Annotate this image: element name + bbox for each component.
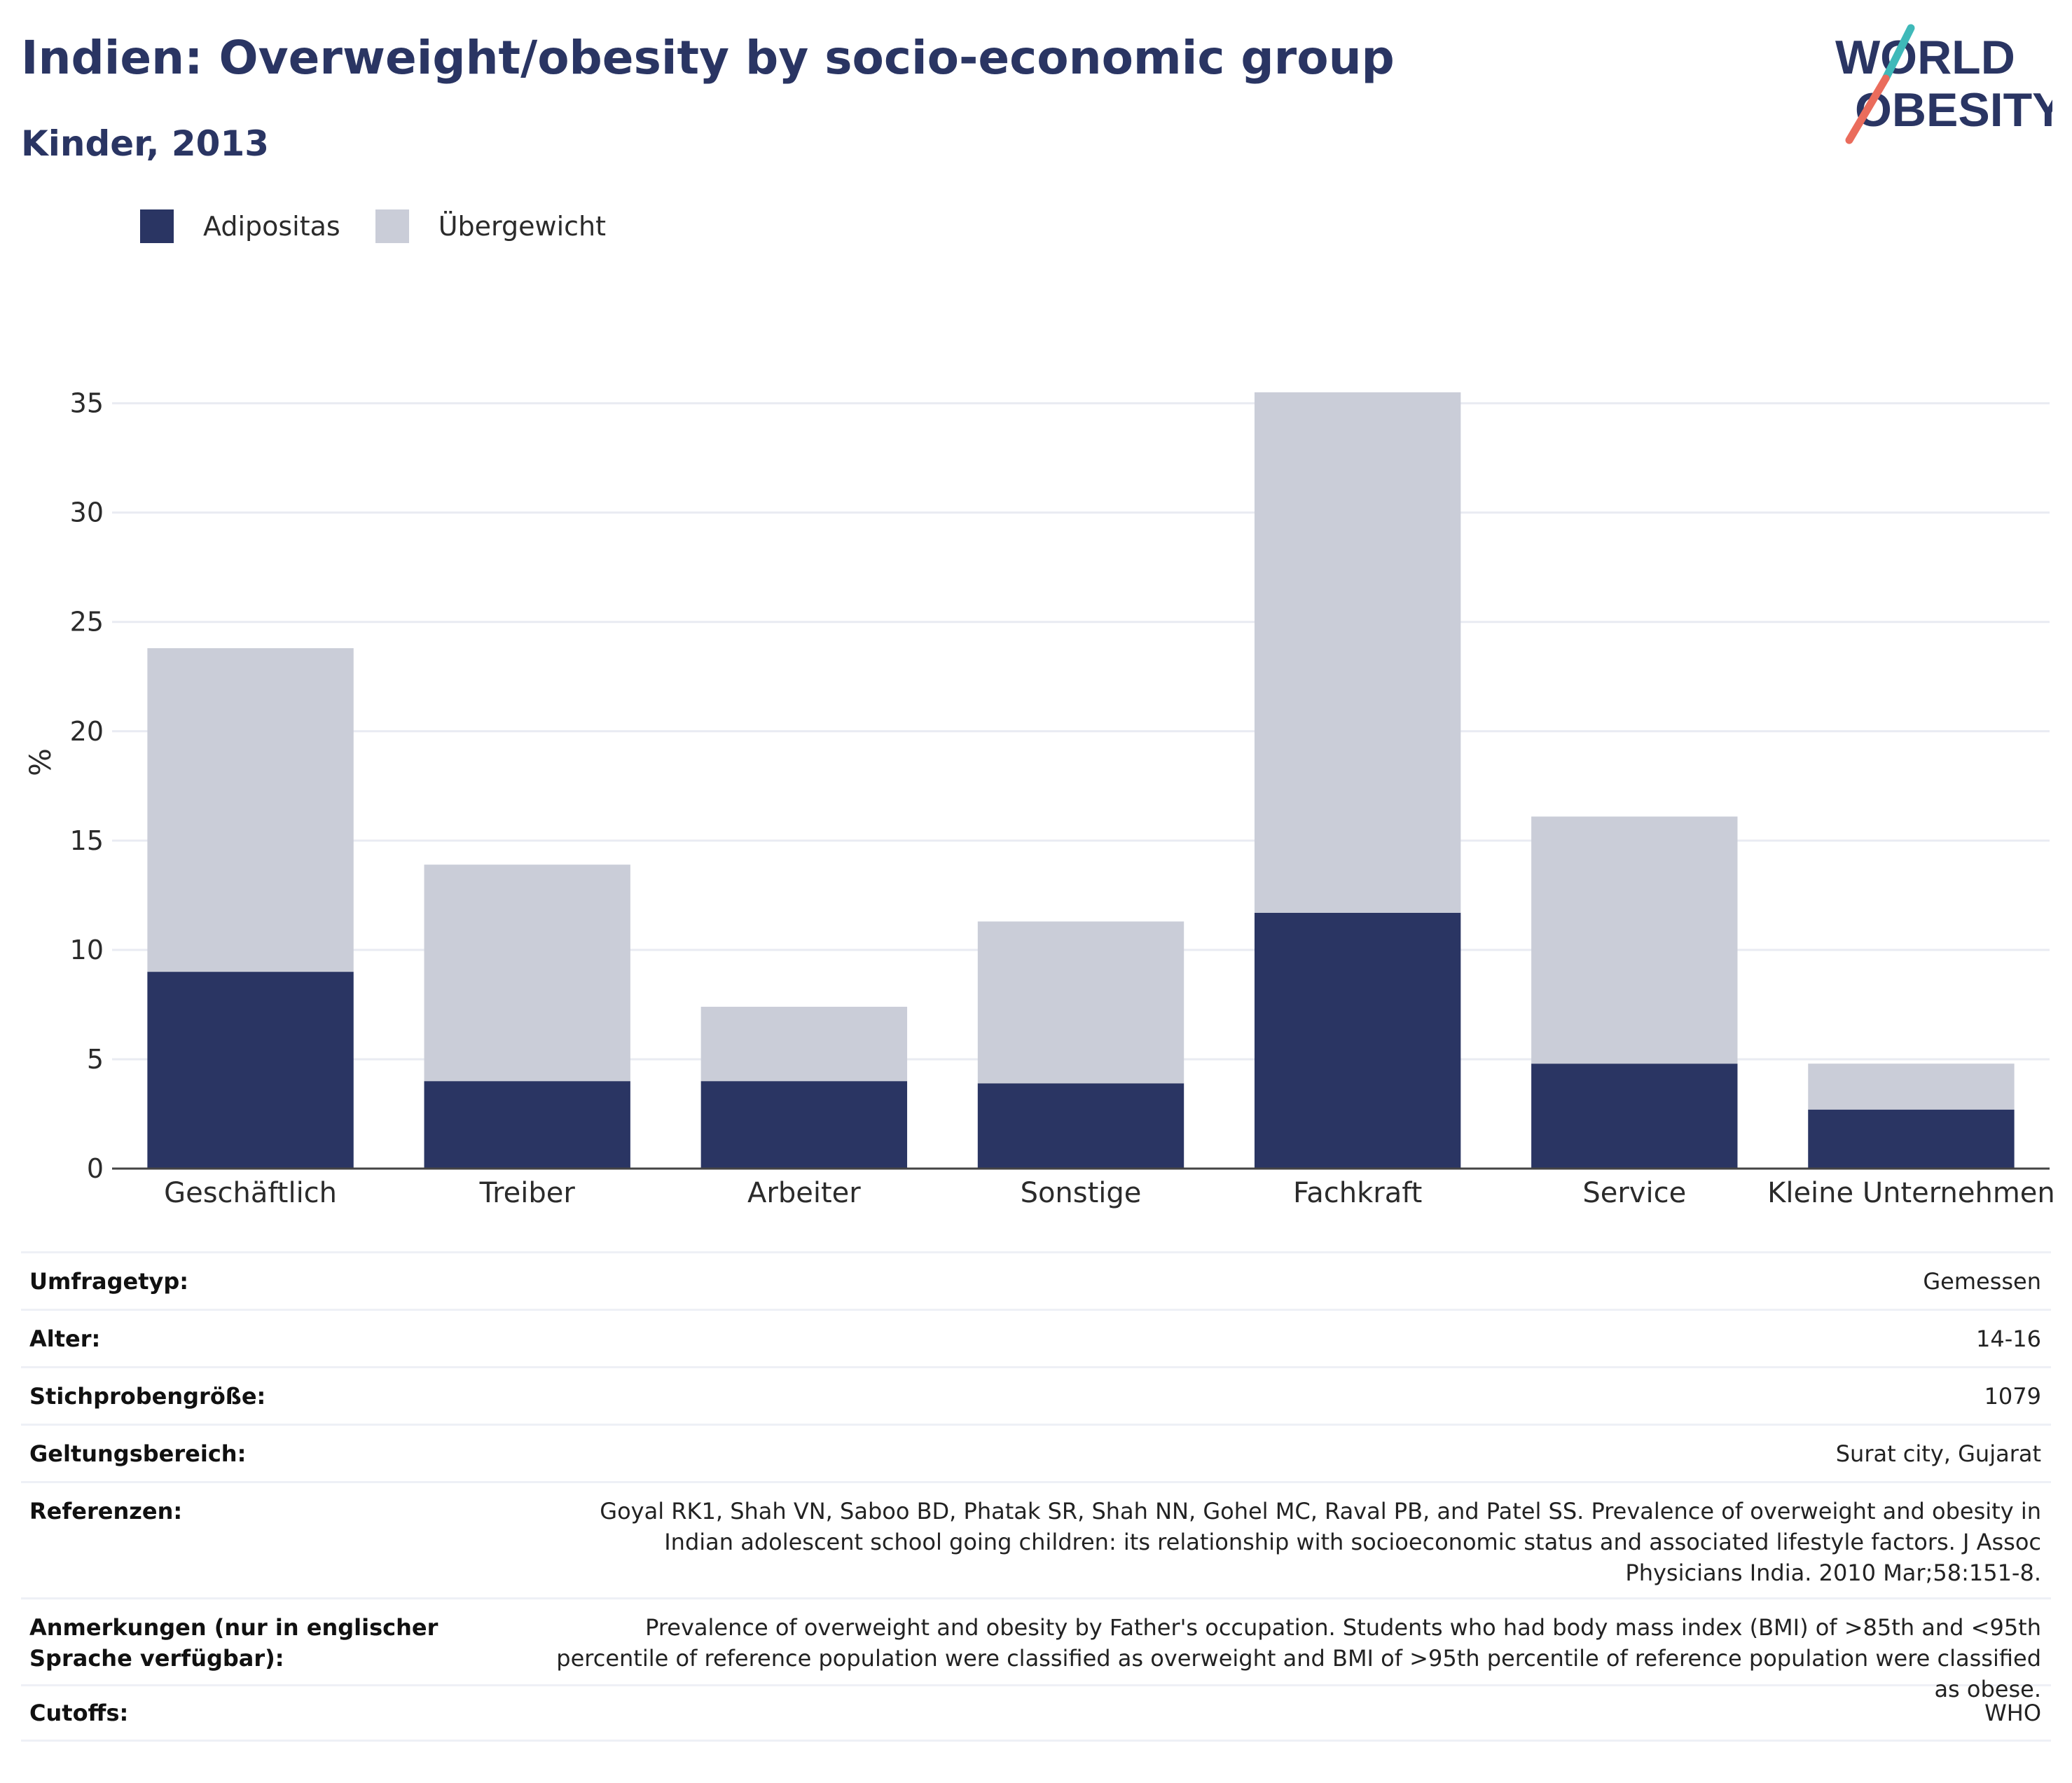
bars: [147, 392, 2015, 1169]
legend-label: Adipositas: [203, 211, 340, 242]
svg-text:WORLD: WORLD: [1835, 31, 2015, 84]
x-axis-ticks: Geschäftlich Treiber Arbeiter Sonstige Fachk…: [164, 1177, 2055, 1209]
metadata-key: Alter:: [29, 1325, 101, 1352]
bar-adipositas[interactable]: [1254, 912, 1461, 1169]
metadata-value: Prevalence of overweight and obesity by …: [556, 1614, 2041, 1702]
metadata-key: Anmerkungen (nur in englischer Sprache v…: [29, 1614, 438, 1672]
metadata-key: Stichprobengröße:: [29, 1382, 266, 1410]
metadata-key: Geltungsbereich:: [29, 1440, 247, 1467]
chart-subtitle: Kinder, 2013: [21, 123, 270, 164]
metadata-value: 1079: [1984, 1382, 2041, 1410]
chart-title: Indien: Overweight/obesity by socio-econ…: [21, 31, 1395, 85]
metadata-row: Anmerkungen (nur in englischer Sprache v…: [21, 1597, 2051, 1702]
y-tick-label: 25: [70, 607, 104, 638]
y-axis-ticks: 0 5 10 15 20 25 30 35: [70, 388, 104, 1184]
bar-uebergewicht[interactable]: [1254, 392, 1461, 913]
metadata-value: Goyal RK1, Shah VN, Saboo BD, Phatak SR,…: [600, 1498, 2041, 1586]
bar-adipositas[interactable]: [1808, 1109, 2015, 1169]
svg-text:OBESITY: OBESITY: [1855, 83, 2052, 137]
metadata-row: Cutoffs: WHO: [21, 1684, 2051, 1742]
bar-adipositas[interactable]: [700, 1081, 908, 1169]
y-tick-label: 5: [87, 1044, 104, 1075]
x-tick-label: Kleine Unternehmen: [1767, 1177, 2055, 1209]
bar-uebergewicht[interactable]: [700, 1007, 908, 1082]
bar-adipositas[interactable]: [1531, 1063, 1738, 1169]
y-tick-label: 0: [87, 1153, 104, 1184]
y-tick-label: 10: [70, 935, 104, 965]
metadata-key: Referenzen:: [29, 1498, 183, 1524]
metadata-row: Stichprobengröße: 1079: [21, 1366, 2051, 1424]
y-tick-label: 30: [70, 497, 104, 528]
metadata-row: Umfragetyp: Gemessen: [21, 1251, 2051, 1309]
y-tick-label: 35: [70, 388, 104, 419]
metadata-value: 14-16: [1976, 1325, 2041, 1352]
y-tick-label: 15: [70, 825, 104, 856]
metadata-value: Gemessen: [1923, 1267, 2041, 1295]
metadata-row: Geltungsbereich: Surat city, Gujarat: [21, 1424, 2051, 1481]
metadata-value: WHO: [1984, 1700, 2041, 1726]
metadata-value: Surat city, Gujarat: [1835, 1440, 2041, 1467]
legend: Adipositas Übergewicht: [140, 207, 641, 245]
legend-item-adipositas[interactable]: Adipositas: [140, 209, 340, 243]
legend-swatch-adipositas: [140, 209, 174, 243]
metadata-key: Cutoffs:: [29, 1700, 129, 1726]
bar-uebergewicht[interactable]: [424, 865, 630, 1082]
legend-label: Übergewicht: [438, 211, 606, 242]
bar-uebergewicht[interactable]: [1808, 1063, 2015, 1110]
metadata-table: Umfragetyp: Gemessen Alter: 14-16 Stichprobe…: [21, 1251, 2051, 1742]
world-obesity-logo: WORLD OBESITY: [1835, 24, 2052, 144]
metadata-key: Umfragetyp:: [29, 1267, 189, 1295]
y-axis-label: %: [23, 748, 57, 776]
x-tick-label: Service: [1582, 1177, 1686, 1209]
bar-adipositas[interactable]: [424, 1081, 630, 1169]
x-tick-label: Arbeiter: [747, 1177, 861, 1209]
bar-uebergewicht[interactable]: [977, 921, 1185, 1084]
legend-item-uebergewicht[interactable]: Übergewicht: [375, 209, 606, 243]
legend-swatch-uebergewicht: [375, 209, 409, 243]
bar-uebergewicht[interactable]: [1531, 816, 1738, 1064]
stacked-bar-chart: 0 5 10 15 20 25 30 35 Geschäftlich Treiber Arbeit…: [23, 388, 2055, 1209]
bar-adipositas[interactable]: [147, 972, 354, 1169]
x-tick-label: Fachkraft: [1293, 1177, 1422, 1209]
bar-uebergewicht[interactable]: [147, 648, 354, 972]
x-tick-label: Geschäftlich: [164, 1177, 337, 1209]
bar-adipositas[interactable]: [977, 1083, 1185, 1169]
x-tick-label: Treiber: [479, 1177, 576, 1209]
x-tick-label: Sonstige: [1021, 1177, 1142, 1209]
y-tick-label: 20: [70, 716, 104, 747]
metadata-row: Alter: 14-16: [21, 1309, 2051, 1366]
metadata-row: Referenzen: Goyal RK1, Shah VN, Saboo BD,…: [21, 1481, 2051, 1597]
